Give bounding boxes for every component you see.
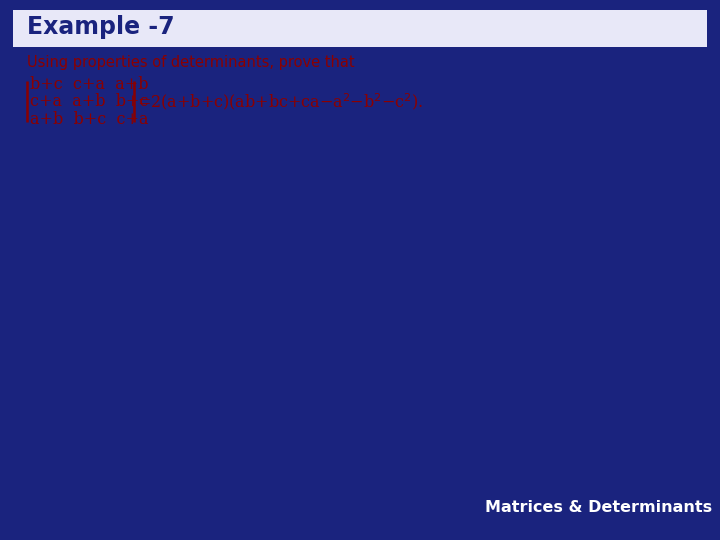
- Text: a+b  b+c  c+a: a+b b+c c+a: [30, 111, 149, 127]
- Text: =2(a+b+c)(ab+bc+ca$-$a$^2$$-$b$^2$$-$c$^2$).: =2(a+b+c)(ab+bc+ca$-$a$^2$$-$b$^2$$-$c$^…: [137, 91, 423, 112]
- Text: =: =: [27, 252, 40, 269]
- Text: 2(a+b+c)  2(a+b+c)  2(a+b+c): 2(a+b+c) 2(a+b+c) 2(a+b+c): [48, 236, 269, 250]
- Text: Example -7: Example -7: [27, 15, 175, 39]
- Text: Solution :: Solution :: [27, 141, 117, 159]
- Text: Using properties of determinants, prove that: Using properties of determinants, prove …: [27, 55, 355, 70]
- Text: a+b  b+c  c+a: a+b b+c c+a: [103, 206, 222, 222]
- Text: b+c  c+a  a+b: b+c c+a a+b: [30, 76, 149, 92]
- Text: Matrices & Determinants: Matrices & Determinants: [485, 500, 712, 515]
- Text: c+a   a+b   b+c: c+a a+b b+c: [137, 348, 266, 365]
- Text: c+a  a+b  b+c: c+a a+b b+c: [30, 93, 149, 110]
- Text: L.H.S=: L.H.S=: [27, 188, 86, 205]
- Text: 1       1       1: 1 1 1: [145, 330, 248, 348]
- Text: c+a              a+b              b+c: c+a a+b b+c: [70, 254, 277, 268]
- Text: a+b              b+c              c+a: a+b b+c c+a: [70, 271, 277, 285]
- Polygon shape: [449, 485, 707, 530]
- FancyBboxPatch shape: [13, 10, 707, 47]
- Text: =2(a+b+c): =2(a+b+c): [27, 348, 119, 365]
- Text: [Applying R$_1$ $\rightarrow$ R$_1$+R$_2$+R$_3$]: [Applying R$_1$ $\rightarrow$ R$_1$+R$_2…: [241, 252, 448, 269]
- Text: b+c  c+a  a+b: b+c c+a a+b: [103, 171, 222, 187]
- Text: c+a  a+b  b+c: c+a a+b b+c: [103, 188, 222, 205]
- Text: a+b   b+c   c+a: a+b b+c c+a: [137, 366, 266, 383]
